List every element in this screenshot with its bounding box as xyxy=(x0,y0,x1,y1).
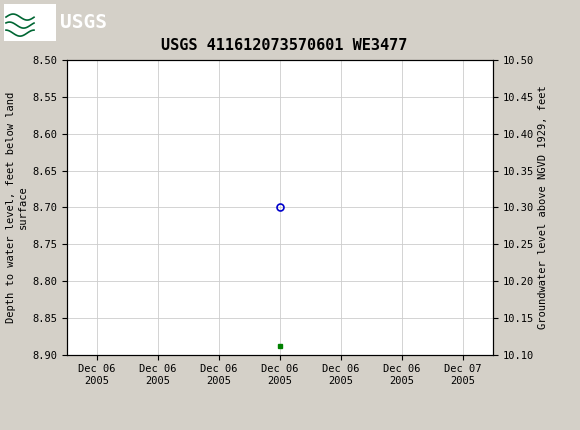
Bar xyxy=(4,4,56,41)
Y-axis label: Groundwater level above NGVD 1929, feet: Groundwater level above NGVD 1929, feet xyxy=(538,86,548,329)
Text: USGS: USGS xyxy=(60,13,107,32)
Y-axis label: Depth to water level, feet below land
surface: Depth to water level, feet below land su… xyxy=(6,92,28,323)
Text: USGS 411612073570601 WE3477: USGS 411612073570601 WE3477 xyxy=(161,38,407,53)
